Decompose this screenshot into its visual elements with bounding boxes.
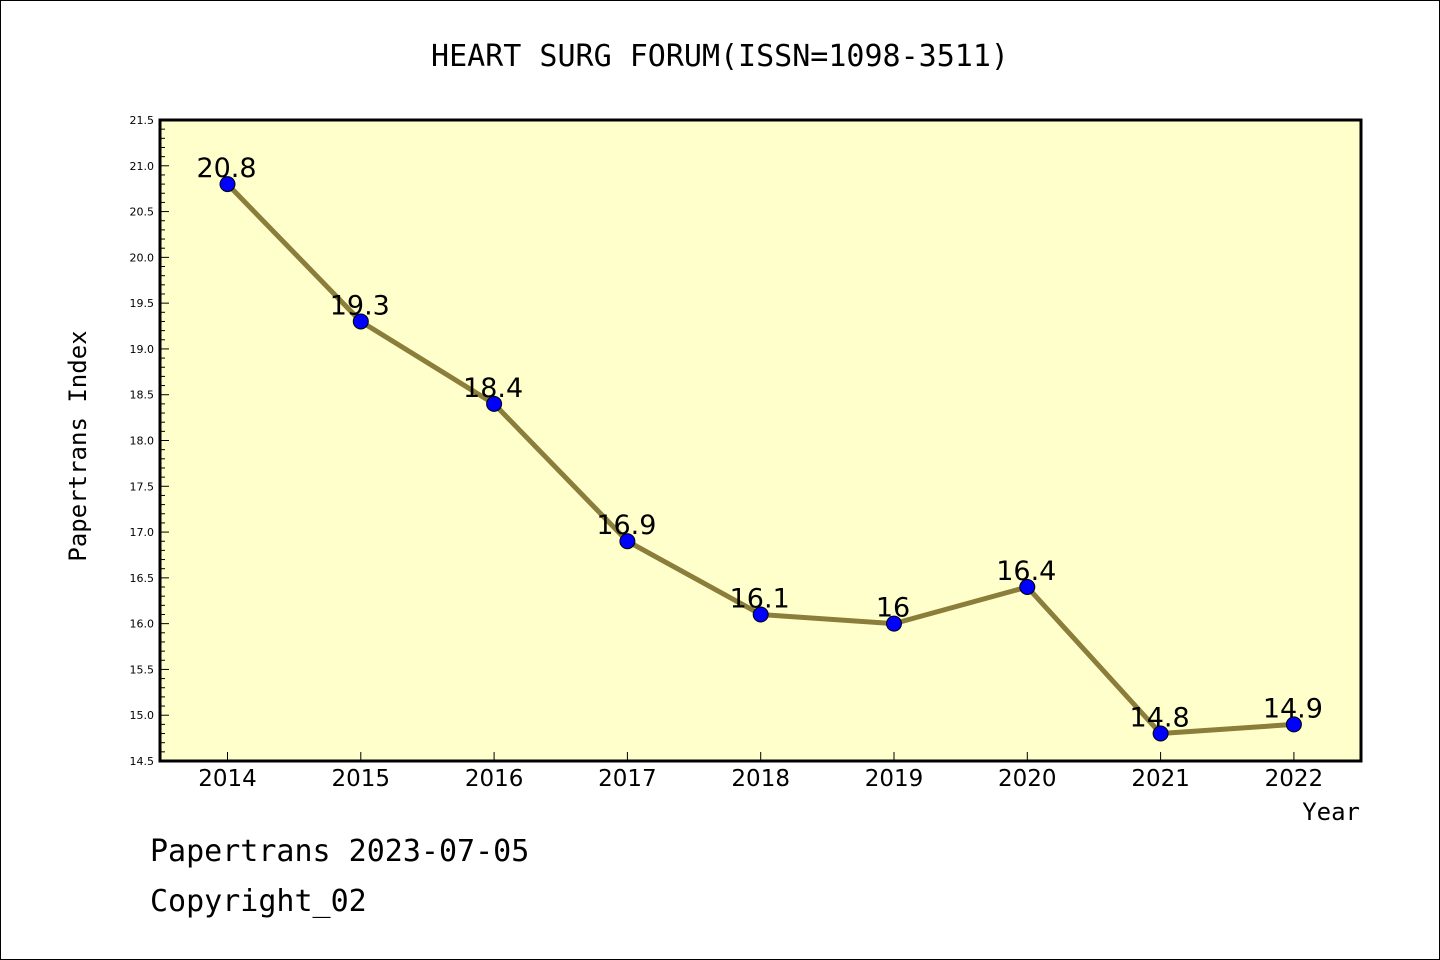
data-point	[219, 176, 236, 193]
data-series: 20.8 19.3 18.4 16.9 16.1 16 16.4 14.8 14.9	[196, 153, 1323, 742]
y-tick-label: 16.0	[130, 618, 155, 631]
y-tick-label: 19.0	[130, 343, 155, 356]
x-tick-label: 2017	[598, 766, 657, 792]
footer-date: Papertrans 2023-07-05	[150, 834, 530, 869]
y-tick-label: 21.5	[130, 114, 155, 127]
data-point	[886, 615, 902, 632]
y-tick-label: 14.5	[130, 755, 155, 768]
data-label: 14.8	[1130, 703, 1190, 734]
y-tick-label: 16.5	[130, 572, 155, 585]
x-tick-label: 2021	[1131, 766, 1190, 792]
y-tick-label: 17.0	[130, 526, 155, 539]
data-label: 20.8	[196, 153, 256, 184]
y-axis: 14.5 15.0 15.5 16.0 16.5 17.0 17.5 18.0 18.5 19.0…	[130, 114, 169, 768]
data-point	[1019, 579, 1036, 596]
x-tick-label: 2022	[1265, 766, 1324, 792]
chart-title: HEART SURG FORUM(ISSN=1098-3511)	[431, 39, 1009, 74]
y-tick-label: 20.5	[130, 206, 155, 219]
x-tick-label: 2015	[332, 766, 391, 792]
y-axis-title: Papertrans Index	[64, 330, 92, 561]
data-point	[619, 533, 636, 550]
y-tick-label: 17.5	[130, 480, 155, 493]
y-tick-label: 18.0	[130, 435, 155, 448]
data-label: 16.9	[596, 510, 656, 541]
data-label: 19.3	[330, 290, 390, 321]
y-tick-label: 19.5	[130, 297, 155, 310]
data-point	[752, 606, 769, 623]
x-tick-label: 2020	[998, 766, 1057, 792]
data-label: 18.4	[463, 373, 523, 404]
data-label: 16.1	[730, 583, 790, 614]
y-tick-label: 20.0	[130, 251, 155, 264]
x-tick-label: 2019	[865, 766, 924, 792]
data-point	[352, 313, 369, 330]
x-tick-label: 2018	[731, 766, 790, 792]
data-point	[1152, 725, 1169, 742]
x-tick-label: 2014	[198, 766, 257, 792]
plot-area	[158, 118, 1363, 763]
y-tick-label: 21.0	[130, 160, 155, 173]
x-axis: 2014 2015 2016 2017 2018 2019 2020 2021 2022	[198, 752, 1323, 792]
x-tick-label: 2016	[465, 766, 524, 792]
y-tick-label: 15.0	[130, 709, 155, 722]
data-label: 16.4	[996, 556, 1056, 587]
data-label: 16	[876, 593, 910, 624]
data-label: 14.9	[1263, 693, 1323, 724]
x-axis-title: Year	[1302, 798, 1360, 826]
footer-copyright: Copyright_02	[150, 884, 367, 919]
y-tick-label: 18.5	[130, 389, 155, 402]
data-point	[486, 395, 503, 412]
data-point	[1285, 716, 1302, 733]
y-tick-label: 15.5	[130, 663, 155, 676]
